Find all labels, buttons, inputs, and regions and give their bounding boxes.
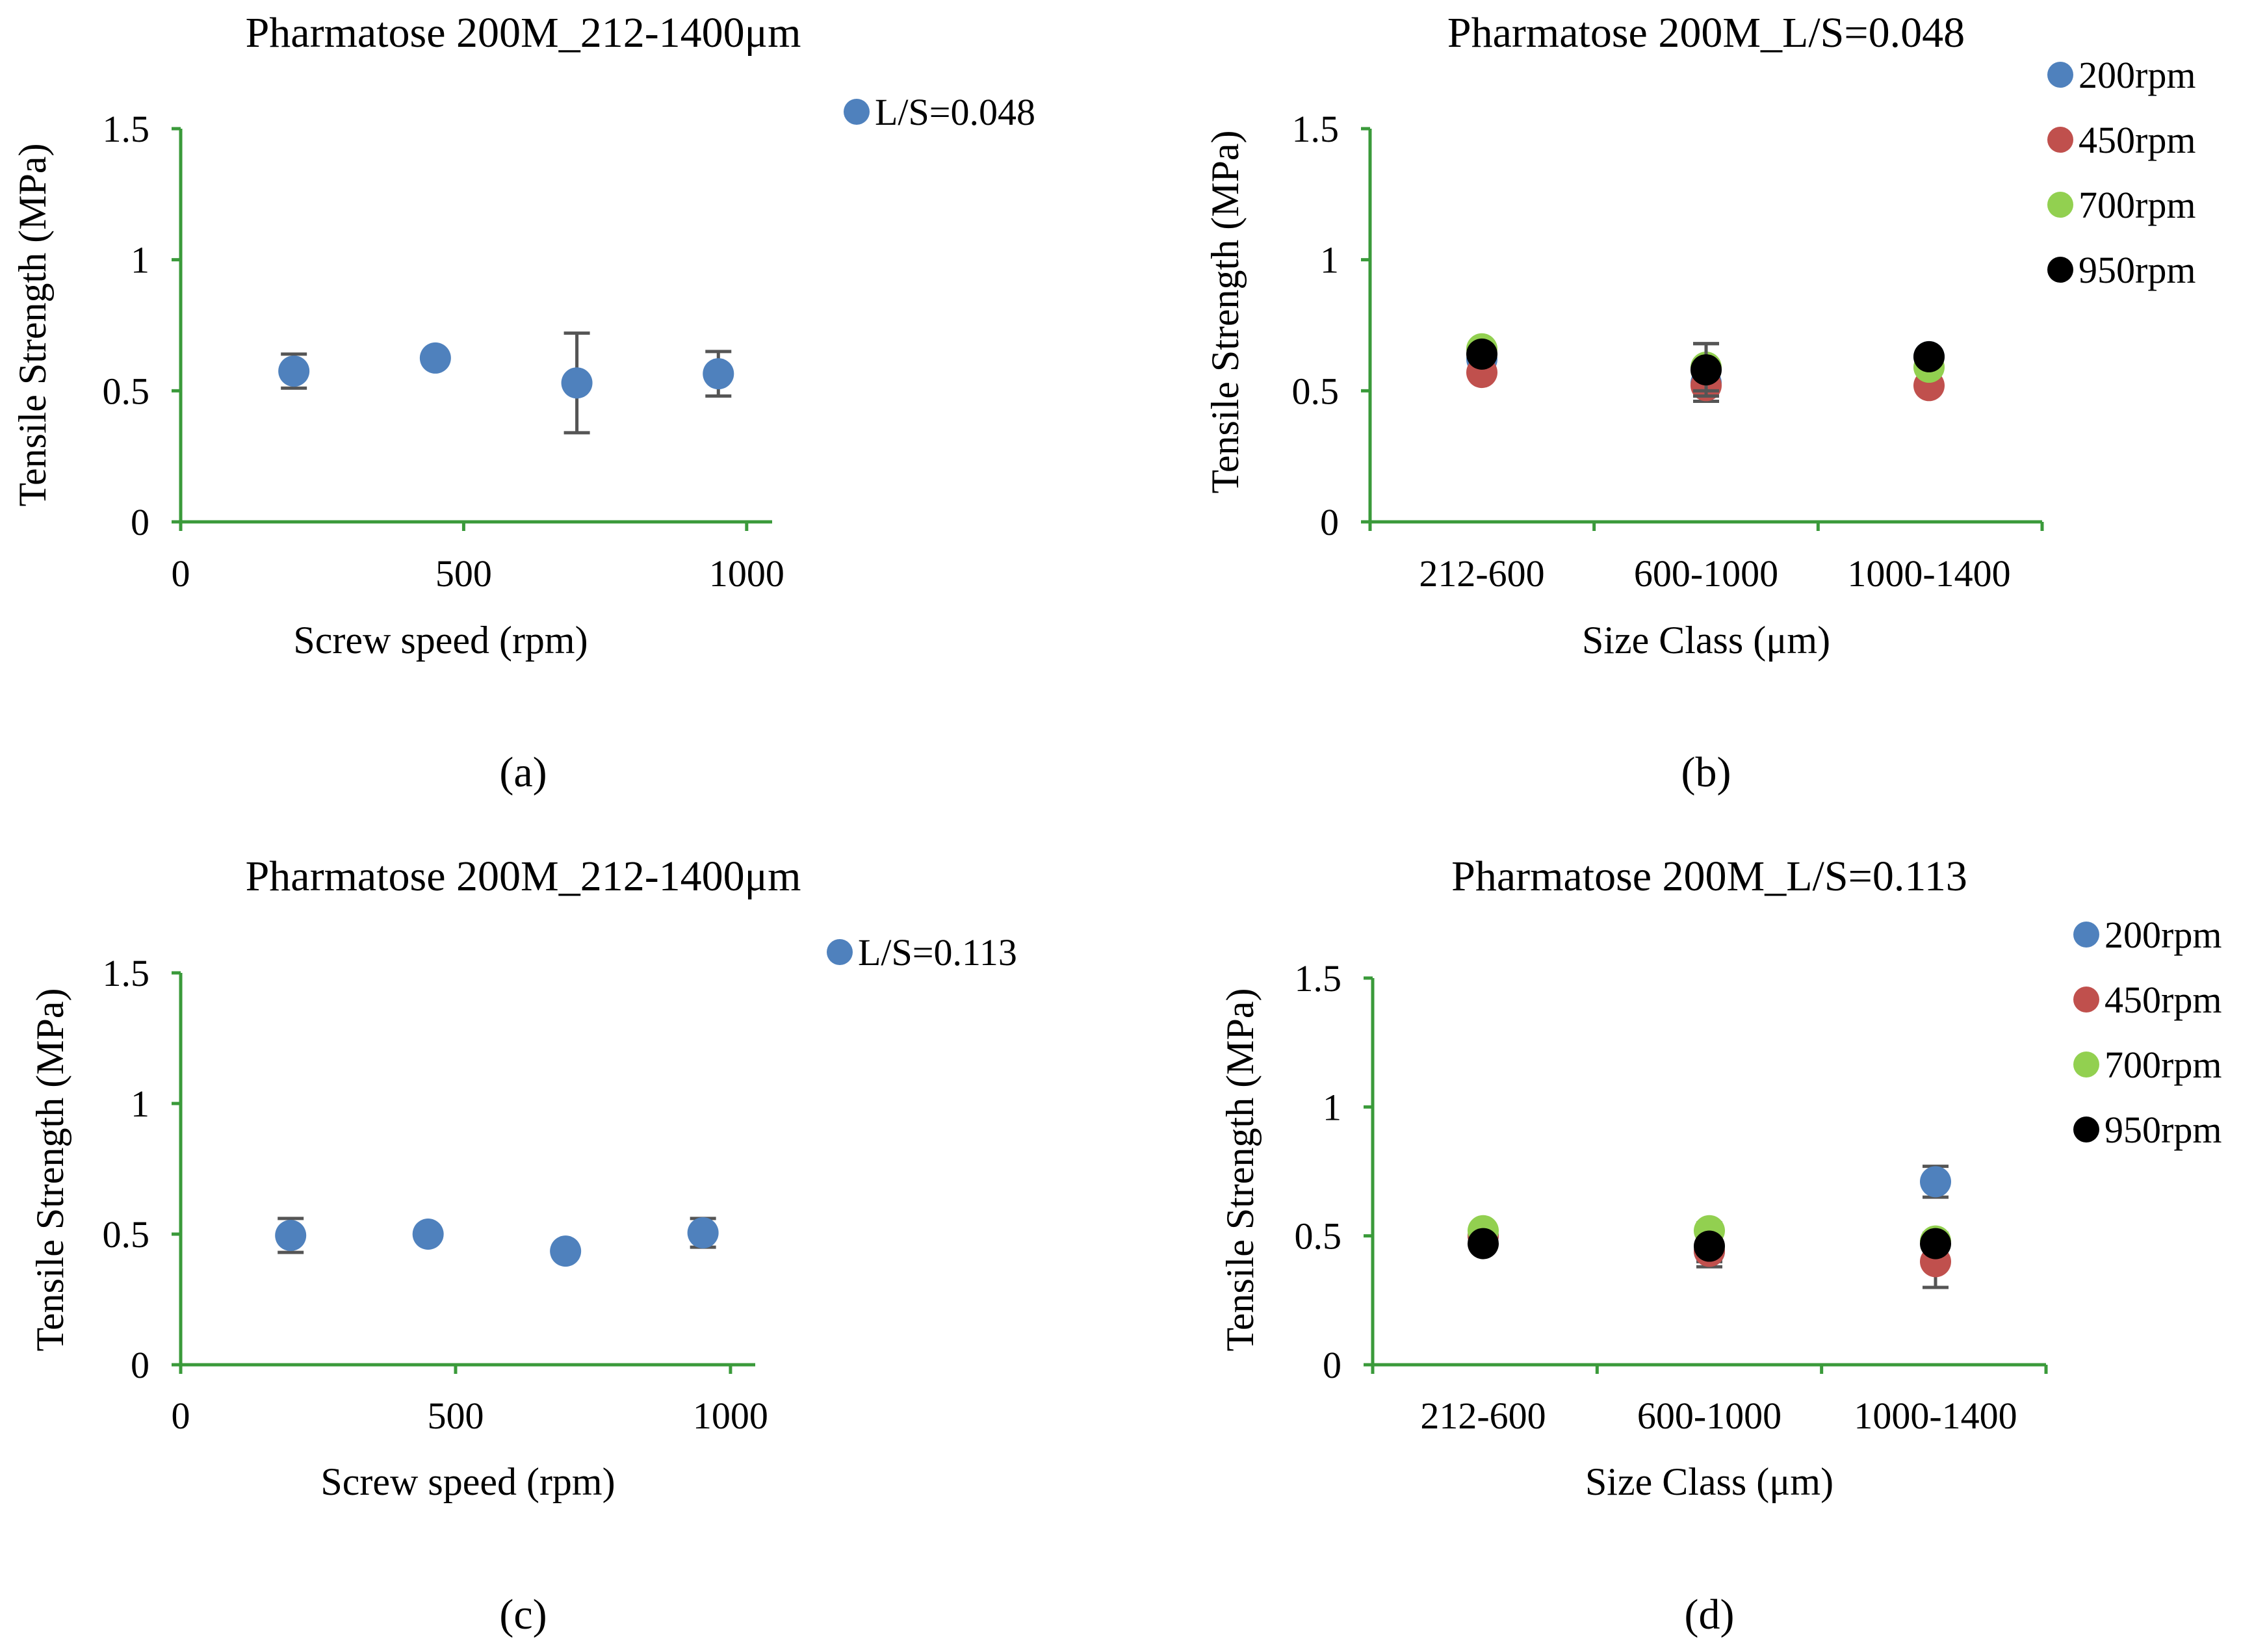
data-point [1690,354,1722,386]
y-axis-label: Tensile Strength (MPa) [29,988,71,1351]
legend-marker [2047,192,2073,218]
data-point [550,1235,582,1267]
chart-title: Pharmatose 200M_L/S=0.113 [1451,853,1967,900]
legend-marker [2047,127,2073,153]
x-tick-label: 212-600 [1420,1395,1546,1437]
data-point [1920,1166,1951,1198]
x-axis-label: Size Class (μm) [1585,1460,1833,1503]
panel-label: (c) [499,1591,547,1638]
y-tick-label: 1 [131,1083,149,1125]
y-tick-label: 1.5 [1292,108,1340,150]
x-axis-label: Screw speed (rpm) [320,1460,615,1503]
legend-label: L/S=0.113 [858,931,1017,974]
legend-marker [827,939,853,965]
data-point [687,1217,719,1248]
panel-label: (a) [499,749,547,796]
y-tick-label: 0.5 [103,370,150,412]
y-tick-label: 1.5 [1295,957,1342,1000]
y-tick-label: 1 [131,239,149,281]
data-point [419,342,451,374]
x-tick-label: 500 [435,552,492,595]
y-tick-label: 0.5 [1292,370,1340,412]
x-tick-label: 600-1000 [1637,1395,1781,1437]
y-tick-label: 0 [131,1344,149,1386]
x-tick-label: 1000 [693,1395,768,1437]
legend-marker [2073,922,2099,948]
legend-label: 450rpm [2079,119,2196,161]
data-point [561,367,593,399]
chart-b: Pharmatose 200M_L/S=0.048 0 0.5 1 1.5 212-600… [1204,9,2196,796]
x-tick-label: 600-1000 [1634,552,1778,595]
legend-marker [2073,1052,2099,1078]
x-tick-label: 1000-1400 [1847,552,2010,595]
data-point [412,1219,444,1250]
x-tick-label: 212-600 [1419,552,1544,595]
y-tick-label: 1 [1320,239,1339,281]
y-tick-label: 1.5 [103,952,150,994]
x-tick-label: 0 [172,1395,190,1437]
legend-marker [2073,987,2099,1013]
legend-label: 700rpm [2105,1044,2222,1086]
legend-label: 700rpm [2079,184,2196,226]
data-point [275,1220,307,1252]
series-L/S=0.113 [275,1217,719,1267]
panel-label: (d) [1685,1591,1735,1638]
x-axis-label: Size Class (μm) [1582,619,1830,662]
y-tick-label: 0.5 [1295,1215,1342,1258]
chart-title: Pharmatose 200M_212-1400μm [246,9,801,57]
x-tick-label: 500 [427,1395,484,1437]
data-point [1694,1230,1725,1262]
series-950rpm [1468,1228,1951,1262]
legend-label: 200rpm [2105,914,2222,956]
legend-label: 200rpm [2079,54,2196,96]
y-tick-label: 0.5 [103,1213,150,1256]
y-tick-label: 0 [1323,1344,1341,1386]
data-point [1466,338,1497,370]
panel-label: (b) [1681,749,1731,796]
legend-label: L/S=0.048 [875,91,1035,133]
y-tick-label: 1.5 [103,108,150,150]
legend-marker [844,99,870,125]
data-point [703,358,734,390]
x-axis-label: Screw speed (rpm) [293,619,588,662]
y-tick-label: 0 [1320,501,1339,543]
chart-c: Pharmatose 200M_212-1400μm 0 0.5 1 1.5 0 500 10… [29,853,1017,1638]
y-axis-label: Tensile Strength (MPa) [1219,988,1262,1351]
legend-label: 950rpm [2105,1109,2222,1151]
series-L/S=0.048 [278,331,734,435]
x-tick-label: 0 [172,552,190,595]
chart-title: Pharmatose 200M_212-1400μm [246,853,801,900]
chart-d: Pharmatose 200M_L/S=0.113 0 0.5 1 1.5 212-600… [1219,853,2222,1638]
data-point [278,355,310,387]
legend-label: 950rpm [2079,249,2196,291]
data-point [1920,1228,1951,1259]
legend-marker [2047,62,2073,88]
data-point [1913,341,1945,372]
series-950rpm [1466,338,1945,398]
chart-title: Pharmatose 200M_L/S=0.048 [1447,9,1965,57]
y-tick-label: 1 [1323,1086,1341,1128]
x-tick-label: 1000 [709,552,784,595]
legend-marker [2073,1116,2099,1142]
legend-label: 450rpm [2105,979,2222,1021]
y-axis-label: Tensile Strength (MPa) [11,143,54,506]
x-tick-label: 1000-1400 [1854,1395,2017,1437]
legend-marker [2047,257,2073,283]
y-axis-label: Tensile Strength (MPa) [1204,130,1247,493]
data-point [1468,1228,1499,1259]
y-tick-label: 0 [131,501,149,543]
chart-a: Pharmatose 200M_212-1400μm 0 0.5 1 1.5 0 500 10… [11,9,1035,796]
